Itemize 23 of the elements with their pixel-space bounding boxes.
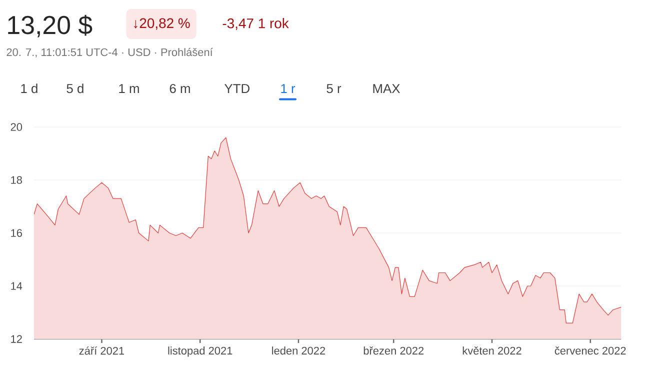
text: -3,47 1 rok	[222, 18, 289, 30]
x-tick-label: květen 2022	[462, 346, 522, 355]
text: YTD	[224, 84, 250, 93]
y-tick-label: 20	[10, 123, 22, 131]
text: 5 r	[326, 84, 342, 94]
y-tick-label: 16	[11, 229, 22, 237]
y-tick-label: 18	[11, 176, 22, 184]
text: 5 d	[66, 84, 84, 94]
x-tick-label: červenec 2022	[554, 346, 626, 355]
chart-title: 13,20 $	[8, 14, 92, 38]
text: 1 d	[21, 84, 38, 94]
y-tick-label: 14	[11, 282, 22, 290]
x-tick-label: leden 2022	[272, 346, 326, 355]
text: 1 m	[119, 84, 139, 93]
text: ↓20,82 %	[134, 18, 190, 30]
x-tick-label: březen 2022	[364, 346, 424, 355]
x-tick-label: listopad 2021	[168, 346, 232, 357]
text: 6 m	[170, 84, 190, 94]
y-tick-label: 12	[11, 335, 22, 343]
x-tick-label: září 2021	[79, 346, 124, 355]
text: MAX	[373, 84, 400, 93]
chart-subtitle: 20. 7., 11:01:51 UTC-4 · USD · Prohlášení	[6, 48, 213, 58]
text: 1 r	[281, 84, 296, 93]
